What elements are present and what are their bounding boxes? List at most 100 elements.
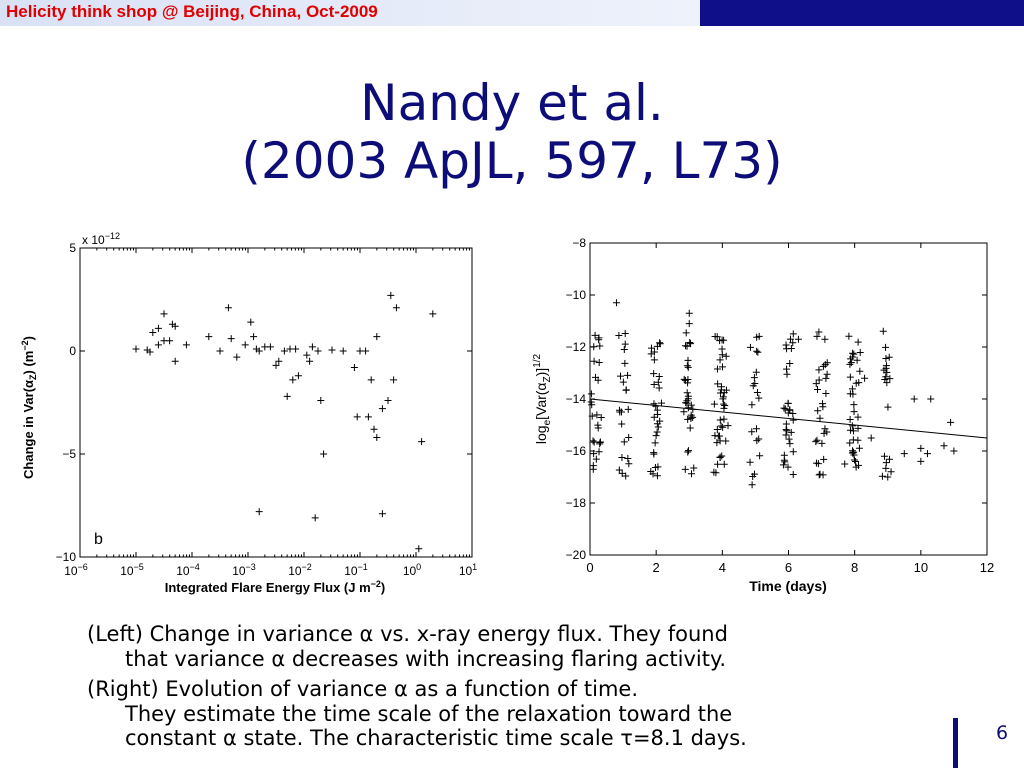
right-data-point [590, 357, 598, 365]
right-data-point [722, 437, 730, 445]
right-data-point [686, 424, 694, 432]
right-data-point [590, 343, 598, 351]
left-data-point [171, 357, 179, 365]
header-text: Helicity think shop @ Beijing, China, Oc… [6, 2, 378, 21]
right-data-point [856, 348, 864, 356]
right-x-tick-label: 6 [785, 560, 792, 575]
left-data-point [418, 438, 426, 446]
right-data-point [650, 348, 658, 356]
right-data-point [713, 365, 721, 373]
left-data-point [171, 322, 179, 330]
right-x-tick-label: 0 [586, 560, 593, 575]
right-data-point [854, 424, 862, 432]
right-data-point [595, 336, 603, 344]
right-data-point [822, 374, 830, 382]
right-data-point [927, 395, 935, 403]
right-y-axis-label: loge[Var(αZ)]1/2 [532, 353, 553, 444]
left-data-point [160, 310, 168, 318]
right-data-point [850, 448, 858, 456]
left-y-axis-label-text: Change in Var(αZ) (m−2) [20, 336, 38, 479]
right-data-point [687, 401, 695, 409]
right-data-point [649, 470, 657, 478]
right-data-point [821, 425, 829, 433]
left-data-point [227, 335, 235, 343]
right-data-point [655, 384, 663, 392]
right-data-point [683, 342, 691, 350]
left-data-point [224, 304, 232, 312]
right-data-point [784, 463, 792, 471]
right-data-point [867, 434, 875, 442]
right-data-point [848, 422, 856, 430]
right-data-point [748, 481, 756, 489]
right-data-point [847, 359, 855, 367]
right-data-point [617, 372, 625, 380]
right-data-point [753, 333, 761, 341]
right-data-point [716, 356, 724, 364]
right-data-point [684, 447, 692, 455]
right-data-point [654, 463, 662, 471]
right-data-point [625, 460, 633, 468]
right-data-point [780, 404, 788, 412]
right-data-point [854, 436, 862, 444]
right-data-point [690, 464, 698, 472]
left-data-point [373, 333, 381, 341]
right-data-point [746, 458, 754, 466]
right-data-point [682, 342, 690, 350]
right-data-point [748, 428, 756, 436]
right-data-point [684, 363, 692, 371]
right-data-point [819, 400, 827, 408]
left-data-point [132, 345, 140, 353]
left-y-tick-label: −5 [62, 447, 76, 461]
right-data-point [786, 360, 794, 368]
title-line-1: Nandy et al. [360, 74, 664, 132]
left-data-point [328, 346, 336, 354]
left-data-point [182, 341, 190, 349]
right-data-point [814, 386, 822, 394]
left-data-point [353, 413, 361, 421]
left-data-point [429, 310, 437, 318]
right-data-point [789, 409, 797, 417]
right-data-point [820, 455, 828, 463]
left-plot-frame [79, 247, 473, 558]
left-x-axis-label: Integrated Flare Energy Flux (J m−2) [165, 579, 386, 595]
left-data-point [415, 545, 423, 553]
right-data-point [589, 437, 597, 445]
right-data-point [846, 426, 854, 434]
right-data-point [682, 329, 690, 337]
right-data-point [624, 371, 632, 379]
left-y-tick-label: −10 [56, 550, 77, 564]
right-data-point [588, 412, 596, 420]
left-data-point [250, 333, 258, 341]
right-data-point [685, 309, 693, 317]
right-data-point [815, 328, 823, 336]
right-data-point [755, 394, 763, 402]
right-data-point [684, 376, 692, 384]
right-data-point [885, 353, 893, 361]
right-y-tick-label: −16 [566, 444, 587, 458]
left-x-tick-label: 101 [459, 562, 477, 578]
right-data-point [656, 417, 664, 425]
right-data-point [712, 469, 720, 477]
right-data-point [686, 338, 694, 346]
left-data-point [362, 347, 370, 355]
left-scatter-chart: x 10−12 Change in Var(αZ) (m−2) Integrat… [20, 231, 477, 595]
right-data-point [789, 330, 797, 338]
right-data-point [782, 426, 790, 434]
right-data-point [589, 465, 597, 473]
right-data-point [621, 359, 629, 367]
right-data-point [782, 341, 790, 349]
right-data-point [816, 414, 824, 422]
right-data-point [590, 450, 598, 458]
right-data-point [717, 422, 725, 430]
left-data-point [392, 304, 400, 312]
right-data-point [841, 460, 849, 468]
right-data-point [615, 331, 623, 339]
right-y-tick-label: −12 [566, 340, 587, 354]
right-y-tick-label: −20 [566, 548, 587, 562]
right-data-point [815, 376, 823, 384]
right-data-point [855, 379, 863, 387]
right-data-point [818, 439, 826, 447]
left-data-point [146, 348, 154, 356]
left-data-point [275, 357, 283, 365]
right-data-point [687, 340, 695, 348]
